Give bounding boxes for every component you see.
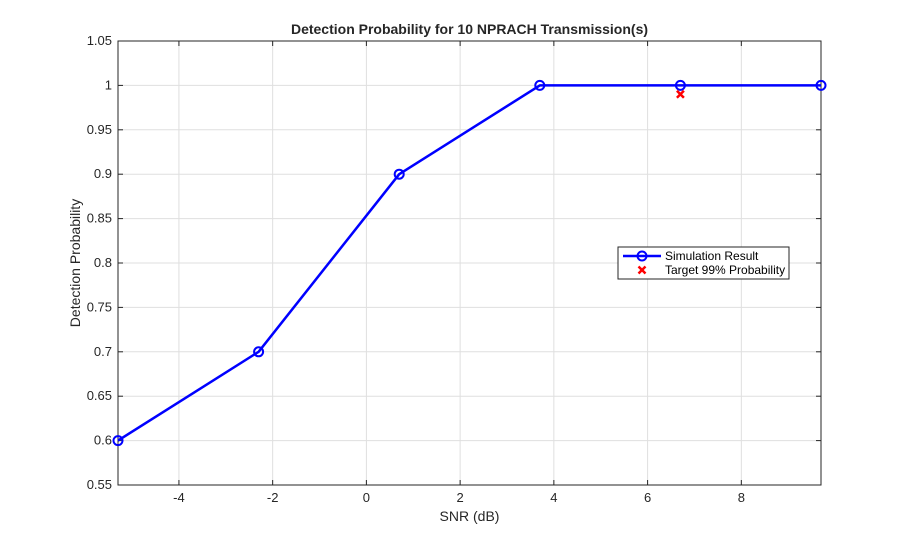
series-layer <box>112 79 827 447</box>
y-tick-label: 0.65 <box>87 388 112 403</box>
y-tick-label: 0.6 <box>94 433 112 448</box>
chart-title: Detection Probability for 10 NPRACH Tran… <box>291 21 648 37</box>
legend-marker-target <box>637 265 647 275</box>
legend-label-simulation: Simulation Result <box>665 249 759 263</box>
legend-marker-simulation <box>636 250 648 262</box>
legend-label-target: Target 99% Probability <box>665 263 785 277</box>
data-point-circle <box>253 346 265 358</box>
y-tick-label: 0.95 <box>87 122 112 137</box>
y-axis-label: Detection Probability <box>67 199 83 327</box>
y-tick-label: 1.05 <box>87 33 112 48</box>
series-1 <box>676 89 685 99</box>
series-0 <box>112 79 827 447</box>
data-point-circle <box>393 168 405 180</box>
legend: Simulation Result Target 99% Probability <box>617 246 790 280</box>
x-tick-label: -4 <box>173 490 185 505</box>
y-tick-label: 0.7 <box>94 344 112 359</box>
data-point-circle <box>674 79 686 91</box>
y-tick-label: 0.9 <box>94 166 112 181</box>
x-axis-ticks: -4 -2 0 2 4 6 8 <box>173 41 745 505</box>
data-point-circle <box>534 79 546 91</box>
y-axis-ticks: 0.55 0.6 0.65 0.7 0.75 0.8 0.85 0.9 0.95 1 1.05 <box>87 33 821 492</box>
data-point-x-marker <box>676 89 685 99</box>
y-tick-label: 0.75 <box>87 299 112 314</box>
x-tick-label: 0 <box>363 490 370 505</box>
series-line <box>117 84 821 442</box>
x-tick-label: 8 <box>738 490 745 505</box>
data-point-circle <box>815 79 827 91</box>
x-tick-label: 6 <box>644 490 651 505</box>
x-tick-label: 2 <box>457 490 464 505</box>
y-tick-label: 0.85 <box>87 211 112 226</box>
x-tick-label: 4 <box>550 490 557 505</box>
data-point-circle <box>112 435 124 447</box>
x-axis-label: SNR (dB) <box>440 508 500 524</box>
y-tick-label: 1 <box>105 77 112 92</box>
y-tick-label: 0.8 <box>94 255 112 270</box>
y-tick-label: 0.55 <box>87 477 112 492</box>
legend-box <box>617 246 790 280</box>
x-tick-label: -2 <box>267 490 279 505</box>
